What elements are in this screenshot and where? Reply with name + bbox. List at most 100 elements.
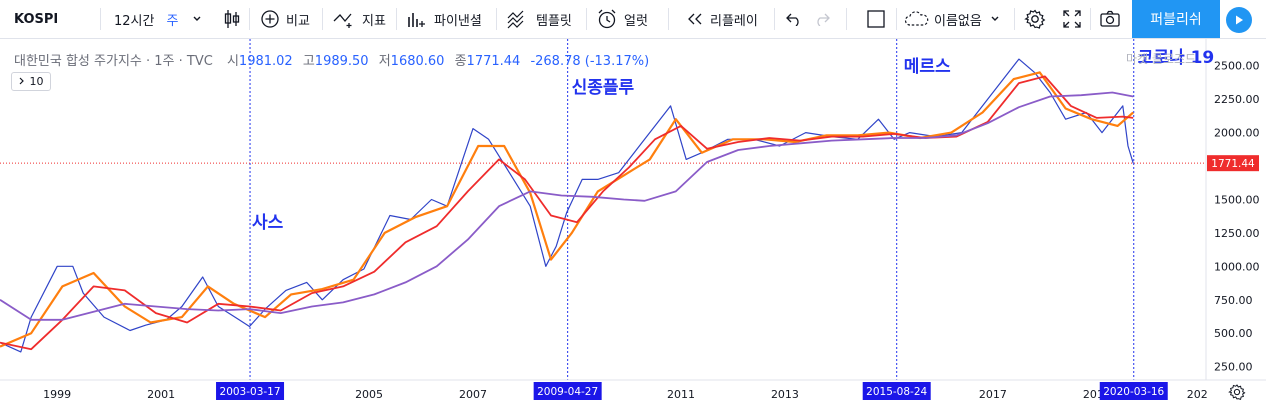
divider [774, 8, 775, 30]
event-date-label: 2020-03-16 [1103, 386, 1164, 398]
indicators-label: 지표 [362, 13, 386, 29]
alert-label: 얼럿 [624, 13, 648, 29]
fullscreen-icon [1062, 9, 1082, 29]
square-icon [866, 9, 886, 29]
x-tick-label: 2005 [355, 388, 383, 401]
settings-button[interactable] [1024, 0, 1046, 38]
chart-legend: 대한민국 합성 주가지수 · 1주 · TVC 시1981.02 고1989.5… [14, 50, 649, 69]
y-tick-label: 2500.00 [1214, 60, 1260, 73]
x-tick-label: 1999 [43, 388, 71, 401]
legend-title: 대한민국 합성 주가지수 · 1주 · TVC [14, 54, 213, 69]
templates-icon [506, 9, 530, 29]
redo-button[interactable] [814, 0, 830, 38]
alarm-clock-icon [596, 8, 618, 30]
symbol-label: KOSPI [14, 11, 59, 27]
gear-icon [1228, 383, 1246, 405]
chevron-right-icon [19, 75, 25, 88]
event-date-label: 2009-04-27 [537, 386, 598, 398]
close-value: 1771.44 [466, 54, 521, 69]
symbol-search[interactable]: KOSPI [14, 0, 58, 38]
publish-button[interactable]: 퍼블리쉬 [1132, 0, 1220, 38]
replay-button[interactable]: 리플레이 [686, 0, 758, 38]
undo-icon [786, 12, 802, 26]
financials-label: 파이낸셜 [434, 13, 482, 29]
legend-collapse-button[interactable]: 10 [11, 72, 51, 91]
x-tick-label: 2013 [771, 388, 799, 401]
event-date-box [533, 382, 602, 400]
y-tick-label: 500.00 [1214, 327, 1253, 340]
event-date-label: 2003-03-17 [220, 386, 281, 398]
compare-button[interactable]: 비교 [260, 0, 310, 38]
last-price-label: 1771.44 [1211, 158, 1255, 170]
templates-button[interactable]: 템플릿 [506, 0, 572, 38]
x-tick-label: 2001 [147, 388, 175, 401]
rewind-icon [686, 12, 704, 26]
divider [896, 8, 897, 30]
low-label: 저 [378, 54, 391, 69]
interval-alt-label: 주 [166, 13, 179, 29]
cloud-icon [904, 10, 930, 28]
interval-label: 12시간 [114, 13, 155, 29]
divider [846, 8, 847, 30]
financials-button[interactable]: 파이낸셜 [406, 0, 482, 38]
bar-chart-icon [406, 9, 428, 29]
price-series [0, 58, 1134, 353]
layout-name-label: 이름없음 [934, 13, 982, 29]
alert-button[interactable]: 얼럿 [596, 0, 648, 38]
compare-label: 비교 [286, 13, 310, 29]
play-icon [1233, 11, 1245, 30]
toolbar: KOSPI 12시간 주 비교 지표 파이낸셜 [0, 0, 1266, 39]
y-tick-label: 750.00 [1214, 294, 1253, 307]
open-value: 1981.02 [238, 54, 293, 69]
y-tick-label: 2250.00 [1214, 93, 1260, 106]
y-tick-label: 2000.00 [1214, 127, 1260, 140]
candles-button[interactable] [222, 0, 242, 38]
x-tick-label: 2007 [459, 388, 487, 401]
divider [1014, 8, 1015, 30]
event-label: 메르스 [904, 57, 951, 77]
event-date-box [1099, 382, 1168, 400]
open-label: 시 [226, 54, 239, 69]
indicators-icon [332, 9, 356, 29]
layout-name-button[interactable]: 이름없음 [904, 0, 1000, 38]
indicators-button[interactable]: 지표 [332, 0, 386, 38]
x-tick-label: 2021 [1187, 388, 1215, 401]
high-label: 고 [302, 54, 315, 69]
event-label: 코로나 19 [1138, 48, 1215, 68]
candles-icon [222, 8, 242, 30]
undo-button[interactable] [786, 0, 802, 38]
y-tick-label: 1250.00 [1214, 227, 1260, 240]
snapshot-button[interactable] [1099, 0, 1121, 38]
interval-selector[interactable]: 12시간 주 [114, 0, 202, 38]
divider [668, 8, 669, 30]
close-label: 종 [454, 54, 467, 69]
event-date-box [862, 382, 931, 400]
add-circle-icon [260, 9, 280, 29]
event-label: 신종플루 [572, 78, 635, 98]
camera-icon [1099, 9, 1121, 29]
series-line-ma_fast [0, 71, 1134, 348]
x-tick-label: 2011 [667, 388, 695, 401]
event-date-label: 2015-08-24 [866, 386, 927, 398]
chevron-down-icon [990, 14, 1000, 24]
event-annotations: 사스 2003-03-17 신종플루 2009-04-27 메르스 2015-08-24 코… [216, 48, 1214, 400]
play-button[interactable] [1226, 7, 1252, 33]
fullscreen-button[interactable] [1062, 0, 1082, 38]
divider [100, 8, 101, 30]
divider [586, 8, 587, 30]
divider [1090, 8, 1091, 30]
gear-icon [1024, 8, 1046, 30]
price-axis [1206, 39, 1266, 380]
publish-label: 퍼블리쉬 [1150, 12, 1202, 28]
x-tick-label: 2017 [979, 388, 1007, 401]
last-price-badge [1207, 155, 1259, 172]
redo-icon [814, 12, 830, 26]
chevron-down-icon [192, 14, 202, 24]
y-tick-label: 1000.00 [1214, 260, 1260, 273]
layout-toggle-button[interactable] [866, 0, 886, 38]
series-line-price [0, 58, 1134, 353]
axis-settings-button[interactable] [1208, 382, 1266, 405]
change-value: -268.78 (-13.17%) [530, 54, 650, 69]
divider [396, 8, 397, 30]
